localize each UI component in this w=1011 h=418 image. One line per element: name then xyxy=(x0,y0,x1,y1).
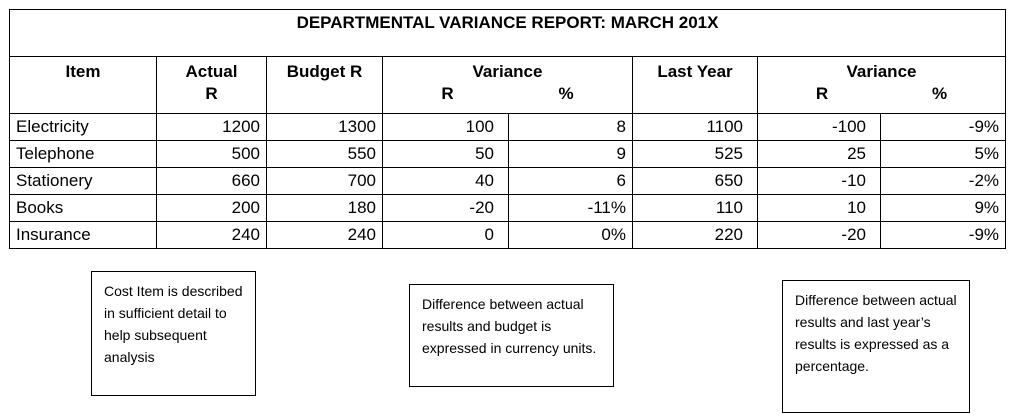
cell-variance2-r: 10 xyxy=(757,194,881,222)
header-variance-last-year-pct: % xyxy=(931,84,948,103)
cell-actual: 200 xyxy=(156,194,267,222)
header-actual-unit: R xyxy=(205,84,218,103)
header-budget: Budget R xyxy=(266,56,383,114)
cell-last-year: 220 xyxy=(632,221,758,249)
table-row: Stationery 660 700 40 6 650 -10 -2% xyxy=(9,167,1007,195)
title-row: DEPARTMENTAL VARIANCE REPORT: MARCH 201X xyxy=(8,9,1007,57)
cell-variance-pct: 6 xyxy=(508,167,633,195)
header-variance-budget-r: R xyxy=(441,84,454,103)
cell-variance-r: 40 xyxy=(382,167,509,195)
cell-variance-r: 50 xyxy=(382,140,509,168)
cell-item: Books xyxy=(9,194,157,222)
cell-item: Insurance xyxy=(9,221,157,249)
report-title: DEPARTMENTAL VARIANCE REPORT: MARCH 201X xyxy=(8,9,1007,57)
cell-budget: 240 xyxy=(266,221,383,249)
cell-variance-pct: -11% xyxy=(508,194,633,222)
cell-variance-pct: 8 xyxy=(508,113,633,141)
cell-variance2-pct: -2% xyxy=(879,167,1007,195)
cell-budget: 550 xyxy=(266,140,383,168)
header-actual: Actual R xyxy=(156,56,267,114)
header-variance-budget-label: Variance xyxy=(472,62,543,81)
cell-variance-r: 0 xyxy=(382,221,509,249)
cell-last-year: 110 xyxy=(632,194,758,222)
cell-variance2-pct: -9% xyxy=(879,221,1007,249)
cell-budget: 700 xyxy=(266,167,383,195)
cell-last-year: 1100 xyxy=(632,113,758,141)
cell-actual: 240 xyxy=(156,221,267,249)
table-row: Books 200 180 -20 -11% 110 10 9% xyxy=(9,194,1007,222)
table-row: Telephone 500 550 50 9 525 25 5% xyxy=(9,140,1007,168)
cell-variance2-r: 25 xyxy=(757,140,881,168)
cell-budget: 1300 xyxy=(266,113,383,141)
cell-actual: 1200 xyxy=(156,113,267,141)
header-actual-label: Actual xyxy=(185,62,238,81)
cell-variance2-r: -100 xyxy=(757,113,881,141)
cell-variance2-r: -10 xyxy=(757,167,881,195)
cell-variance2-r: -20 xyxy=(757,221,881,249)
header-budget-label: Budget R xyxy=(286,62,363,81)
cell-last-year: 525 xyxy=(632,140,758,168)
cell-variance2-pct: -9% xyxy=(879,113,1007,141)
cell-item: Electricity xyxy=(9,113,157,141)
cell-variance-pct: 9 xyxy=(508,140,633,168)
header-variance-budget-pct: % xyxy=(558,84,574,103)
header-row: Item Actual R Budget R Variance R% Last … xyxy=(9,56,1007,114)
cell-variance2-pct: 9% xyxy=(879,194,1007,222)
cell-item: Stationery xyxy=(9,167,157,195)
cell-budget: 180 xyxy=(266,194,383,222)
header-variance-last-year: Variance R% xyxy=(756,56,1007,114)
table-row: Electricity 1200 1300 100 8 1100 -100 -9… xyxy=(9,113,1007,141)
cell-actual: 660 xyxy=(156,167,267,195)
header-last-year: Last Year xyxy=(632,56,758,114)
header-variance-last-year-r: R xyxy=(815,84,829,103)
cell-actual: 500 xyxy=(156,140,267,168)
cell-variance-r: 100 xyxy=(382,113,509,141)
header-item: Item xyxy=(9,56,157,114)
header-item-label: Item xyxy=(65,62,101,81)
cell-variance2-pct: 5% xyxy=(879,140,1007,168)
budget-variance-note-box: Difference between actual results and bu… xyxy=(409,284,614,387)
header-last-year-label: Last Year xyxy=(657,62,733,81)
header-variance-last-year-label: Variance xyxy=(846,62,917,81)
last-year-variance-note-box: Difference between actual results and la… xyxy=(782,280,970,413)
cell-variance-pct: 0% xyxy=(508,221,633,249)
table-row: Insurance 240 240 0 0% 220 -20 -9% xyxy=(9,221,1007,249)
header-variance-budget: Variance R% xyxy=(382,56,633,114)
cell-last-year: 650 xyxy=(632,167,758,195)
cell-item: Telephone xyxy=(9,140,157,168)
cell-variance-r: -20 xyxy=(382,194,509,222)
item-note-box: Cost Item is described in sufficient det… xyxy=(91,271,256,396)
variance-report-table: DEPARTMENTAL VARIANCE REPORT: MARCH 201X… xyxy=(8,9,1007,249)
